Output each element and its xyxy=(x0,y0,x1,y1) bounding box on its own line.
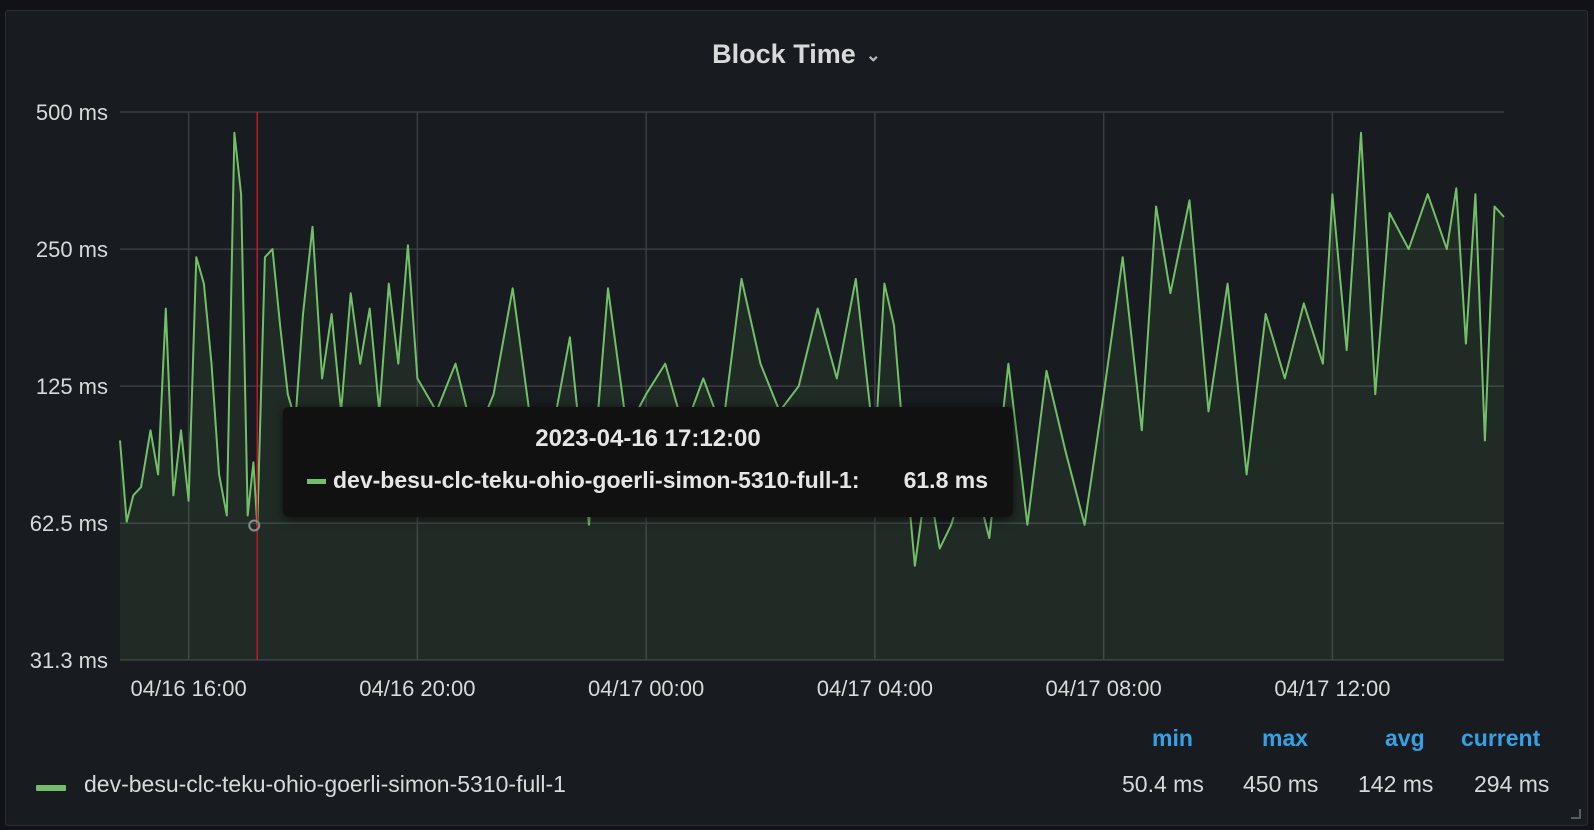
panel-title-text: Block Time xyxy=(712,39,856,69)
y-tick-label: 125 ms xyxy=(36,374,108,399)
legend-value-avg: 142 ms xyxy=(1358,771,1434,797)
series-area xyxy=(120,132,1504,661)
panel-title[interactable]: Block Time ⌄ xyxy=(6,39,1587,70)
legend-header-min[interactable]: min xyxy=(1152,725,1193,751)
tooltip-series-name: dev-besu-clc-teku-ohio-goerli-simon-5310… xyxy=(333,467,860,493)
x-tick-label: 04/17 08:00 xyxy=(1046,676,1162,701)
x-tick-label: 04/17 00:00 xyxy=(588,676,704,701)
legend-series-swatch[interactable] xyxy=(36,785,66,791)
chevron-down-icon[interactable]: ⌄ xyxy=(865,45,881,66)
y-tick-label: 31.3 ms xyxy=(30,648,108,673)
legend-value-min: 50.4 ms xyxy=(1122,771,1204,797)
legend-header-current[interactable]: current xyxy=(1461,725,1541,751)
y-tick-label: 62.5 ms xyxy=(30,511,108,536)
legend-value-max: 450 ms xyxy=(1243,771,1319,797)
legend-series-name[interactable]: dev-besu-clc-teku-ohio-goerli-simon-5310… xyxy=(84,771,566,797)
legend-value-current: 294 ms xyxy=(1474,771,1550,797)
x-tick-label: 04/16 20:00 xyxy=(359,676,475,701)
tooltip-series: dev-besu-clc-teku-ohio-goerli-simon-5310… xyxy=(307,467,860,494)
x-tick-label: 04/17 04:00 xyxy=(817,676,933,701)
resize-handle-icon[interactable] xyxy=(1571,809,1581,819)
legend-header-max[interactable]: max xyxy=(1262,725,1309,751)
x-tick-label: 04/16 16:00 xyxy=(131,676,247,701)
y-tick-label: 500 ms xyxy=(36,100,108,125)
tooltip-value: 61.8 ms xyxy=(903,467,988,493)
tooltip-time: 2023-04-16 17:12:00 xyxy=(535,425,761,452)
hover-point-marker xyxy=(248,519,261,532)
x-tick-label: 04/17 12:00 xyxy=(1274,676,1390,701)
legend-header-avg[interactable]: avg xyxy=(1385,725,1425,751)
y-tick-label: 250 ms xyxy=(36,237,108,262)
tooltip-series-swatch xyxy=(307,479,326,485)
hover-tooltip: 2023-04-16 17:12:00 dev-besu-clc-teku-oh… xyxy=(283,407,1013,517)
